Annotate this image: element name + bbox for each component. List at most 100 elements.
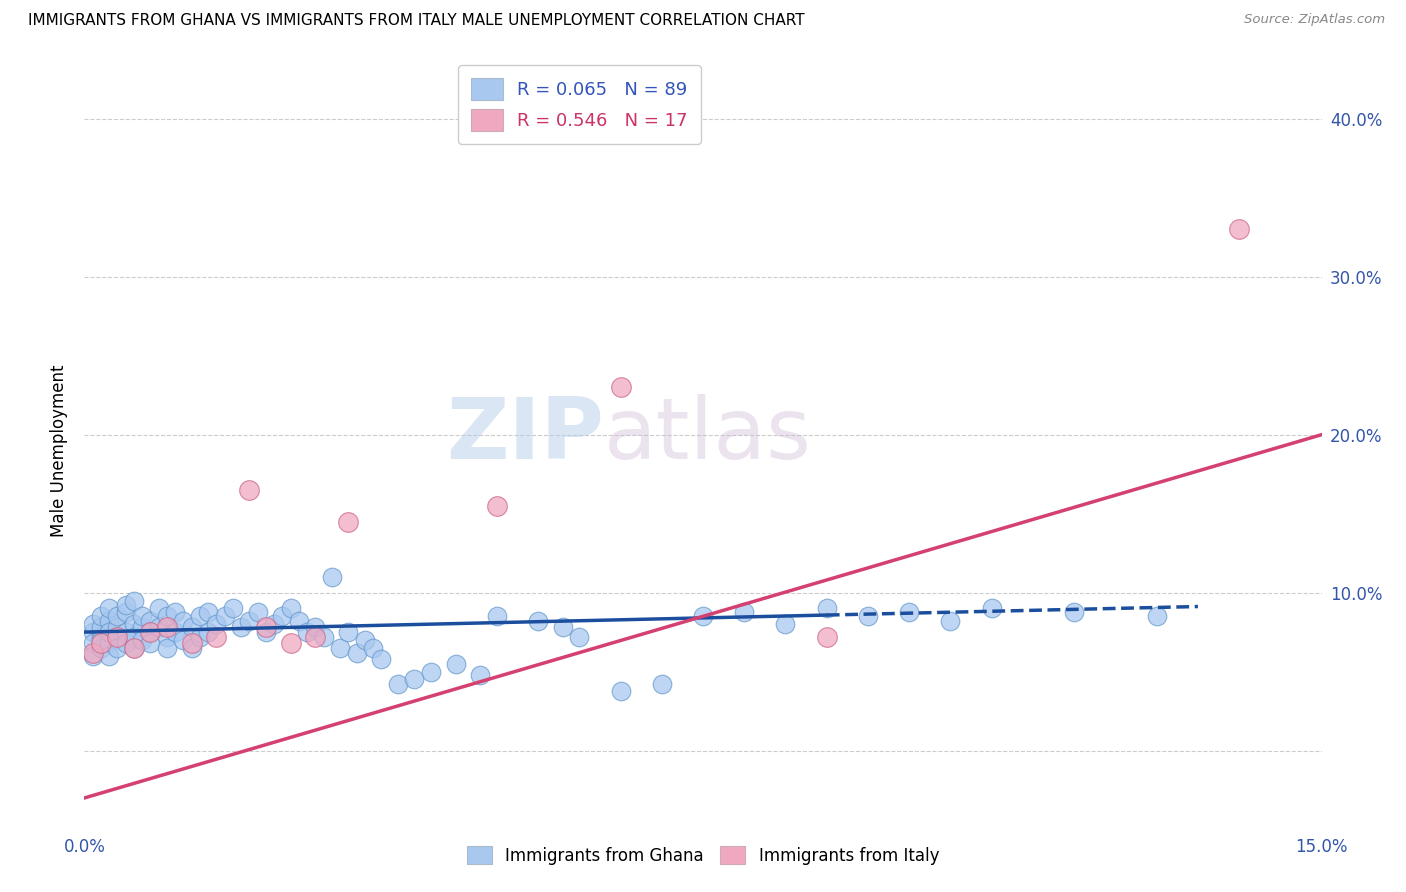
Point [105, 630, 128, 644]
Point [180, 640, 202, 655]
Point [733, 605, 755, 619]
Point [139, 614, 162, 628]
Point [280, 601, 302, 615]
Point [197, 625, 219, 640]
Point [98, 648, 121, 663]
Point [156, 630, 179, 644]
Point [156, 640, 179, 655]
Point [114, 599, 136, 613]
Point [387, 677, 409, 691]
Point [337, 625, 360, 640]
Point [229, 620, 252, 634]
Point [139, 625, 162, 640]
Point [980, 601, 1002, 615]
Legend: Immigrants from Ghana, Immigrants from Italy: Immigrants from Ghana, Immigrants from I… [458, 838, 948, 873]
Point [122, 640, 145, 655]
Point [304, 630, 326, 644]
Point [105, 620, 128, 634]
Point [98, 601, 121, 615]
Text: Source: ZipAtlas.com: Source: ZipAtlas.com [1244, 13, 1385, 27]
Point [180, 636, 202, 650]
Point [205, 630, 228, 644]
Point [90, 609, 112, 624]
Point [156, 620, 179, 634]
Point [898, 605, 921, 619]
Point [131, 633, 153, 648]
Point [82, 636, 104, 650]
Point [353, 633, 375, 648]
Point [214, 609, 236, 624]
Point [172, 633, 194, 648]
Point [98, 614, 121, 628]
Point [139, 636, 162, 650]
Point [82, 625, 104, 640]
Point [419, 665, 441, 679]
Point [114, 636, 136, 650]
Point [1063, 605, 1085, 619]
Point [82, 648, 104, 663]
Point [180, 620, 202, 634]
Point [485, 499, 508, 513]
Point [98, 625, 121, 640]
Point [254, 625, 277, 640]
Point [98, 636, 121, 650]
Point [280, 636, 302, 650]
Point [156, 609, 179, 624]
Point [485, 609, 508, 624]
Text: atlas: atlas [605, 393, 813, 477]
Point [361, 640, 384, 655]
Point [254, 620, 277, 634]
Point [775, 617, 797, 632]
Point [609, 380, 631, 394]
Point [122, 593, 145, 607]
Point [337, 515, 360, 529]
Point [321, 570, 343, 584]
Point [114, 625, 136, 640]
Point [246, 605, 269, 619]
Point [856, 609, 879, 624]
Point [329, 640, 352, 655]
Point [470, 667, 492, 681]
Point [551, 620, 574, 634]
Point [205, 617, 228, 632]
Point [222, 601, 245, 615]
Point [651, 677, 673, 691]
Point [139, 625, 162, 640]
Point [82, 617, 104, 632]
Point [370, 652, 392, 666]
Point [90, 633, 112, 648]
Point [114, 605, 136, 619]
Point [197, 605, 219, 619]
Point [238, 614, 260, 628]
Point [105, 640, 128, 655]
Point [90, 636, 112, 650]
Point [1146, 609, 1168, 624]
Text: IMMIGRANTS FROM GHANA VS IMMIGRANTS FROM ITALY MALE UNEMPLOYMENT CORRELATION CHA: IMMIGRANTS FROM GHANA VS IMMIGRANTS FROM… [28, 13, 804, 29]
Point [188, 630, 211, 644]
Point [172, 614, 194, 628]
Point [82, 646, 104, 660]
Point [122, 617, 145, 632]
Point [288, 614, 311, 628]
Point [692, 609, 714, 624]
Point [1227, 222, 1250, 236]
Point [131, 620, 153, 634]
Point [90, 630, 112, 644]
Point [263, 617, 285, 632]
Point [939, 614, 962, 628]
Point [188, 609, 211, 624]
Point [404, 673, 426, 687]
Point [131, 609, 153, 624]
Point [815, 601, 838, 615]
Point [90, 640, 112, 655]
Point [568, 630, 591, 644]
Point [105, 609, 128, 624]
Point [238, 483, 260, 497]
Point [148, 601, 170, 615]
Point [527, 614, 550, 628]
Point [271, 609, 294, 624]
Legend: R = 0.065   N = 89, R = 0.546   N = 17: R = 0.065 N = 89, R = 0.546 N = 17 [458, 65, 700, 144]
Point [295, 625, 318, 640]
Point [105, 630, 128, 644]
Point [122, 630, 145, 644]
